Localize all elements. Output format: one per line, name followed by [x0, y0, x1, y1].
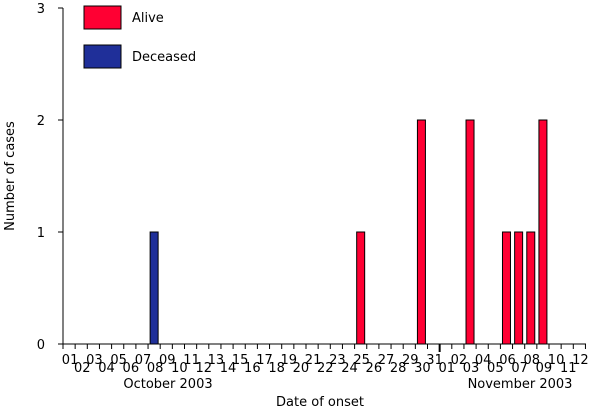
y-tick-label: 1 — [37, 226, 45, 241]
x-tick-label: 19 — [281, 353, 298, 368]
x-tick-label-offset: 05 — [487, 361, 504, 376]
x-tick-label: 23 — [329, 353, 346, 368]
x-tick-label-offset: 14 — [220, 361, 237, 376]
x-tick-label: 31 — [426, 353, 443, 368]
y-tick-label: 3 — [37, 2, 45, 17]
x-tick-label: 07 — [135, 353, 152, 368]
legend-label-alive: Alive — [132, 11, 164, 26]
bar-alive-2003-11-09 — [538, 119, 548, 345]
x-tick-label-offset: 16 — [244, 361, 261, 376]
x-tick-label-offset: 30 — [414, 361, 431, 376]
bars — [149, 119, 548, 345]
x-tick-label: 17 — [256, 353, 273, 368]
y-tick-label: 2 — [37, 114, 45, 129]
x-tick-label-offset: 10 — [171, 361, 188, 376]
x-tick-label: 13 — [208, 353, 225, 368]
x-tick-label: 25 — [353, 353, 370, 368]
legend-label-deceased: Deceased — [132, 50, 196, 65]
x-tick-label-offset: 08 — [147, 361, 164, 376]
x-tick-label: 15 — [232, 353, 249, 368]
legend-swatch-alive — [83, 5, 122, 30]
legend: Alive Deceased — [83, 5, 196, 69]
bar-alive-2003-10-25 — [356, 231, 366, 345]
month-label-november: November 2003 — [468, 377, 573, 392]
x-axis-title: Date of onset — [276, 395, 364, 410]
bar-alive-2003-10-30 — [416, 119, 426, 345]
x-tick-label-offset: 22 — [317, 361, 334, 376]
x-tick-label-offset: 12 — [195, 361, 212, 376]
x-tick-label: 08 — [524, 353, 541, 368]
x-tick-label-offset: 26 — [366, 361, 383, 376]
x-tick-label-offset: 03 — [463, 361, 480, 376]
y-tick-label: 0 — [37, 338, 45, 353]
bar-alive-2003-11-07 — [514, 231, 524, 345]
bar-alive-2003-11-08 — [526, 231, 536, 345]
x-tick-label-offset: 07 — [511, 361, 528, 376]
x-tick-label: 10 — [548, 353, 565, 368]
bar-deceased-2003-10-08 — [149, 231, 159, 345]
legend-swatch-deceased — [83, 44, 122, 69]
x-tick-label: 27 — [378, 353, 395, 368]
x-tick-label: 21 — [305, 353, 322, 368]
x-tick-label-offset: 06 — [123, 361, 140, 376]
x-tick-label: 12 — [572, 353, 589, 368]
x-tick-label: 01 — [62, 353, 79, 368]
x-tick-label-offset: 02 — [74, 361, 91, 376]
x-tick-label: 02 — [451, 353, 468, 368]
x-tick-label: 09 — [159, 353, 176, 368]
x-tick-label-offset: 20 — [293, 361, 310, 376]
x-tick-label-offset: 24 — [341, 361, 358, 376]
x-tick-label: 11 — [183, 353, 200, 368]
x-tick-label-offset: 09 — [536, 361, 553, 376]
bar-alive-2003-11-03 — [465, 119, 475, 345]
x-tick-label: 04 — [475, 353, 492, 368]
x-tick-label-offset: 11 — [560, 361, 577, 376]
x-tick-label: 05 — [110, 353, 127, 368]
month-label-october: October 2003 — [123, 377, 212, 392]
x-tick-label-offset: 01 — [438, 361, 455, 376]
bar-alive-2003-11-06 — [501, 231, 511, 345]
x-tick-label: 03 — [86, 353, 103, 368]
x-tick-label: 06 — [499, 353, 516, 368]
y-axis-title: Number of cases — [3, 121, 18, 231]
x-tick-label-offset: 04 — [98, 361, 115, 376]
x-tick-label-offset: 18 — [268, 361, 285, 376]
x-tick-label-offset: 28 — [390, 361, 407, 376]
x-tick-label: 29 — [402, 353, 419, 368]
